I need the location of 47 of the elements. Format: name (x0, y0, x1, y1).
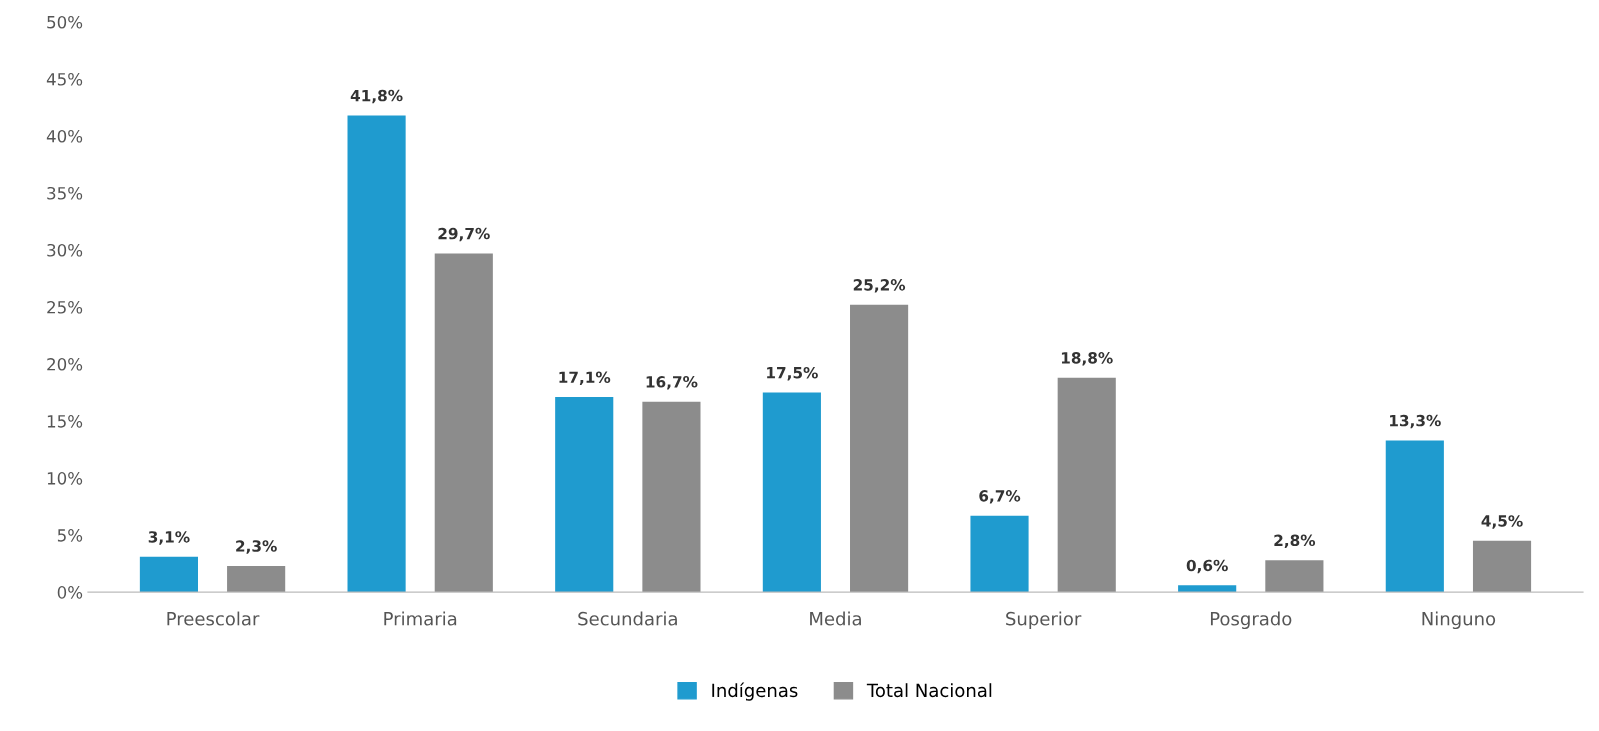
data-label: 17,5% (767, 366, 818, 381)
y-tick-label: 30% (47, 243, 83, 257)
bar (1472, 540, 1532, 593)
x-tick-label: Primaria (384, 611, 457, 626)
y-tick-label: 20% (47, 358, 83, 371)
y-tick-label: 25% (47, 300, 83, 314)
bar (642, 401, 701, 593)
bar (762, 392, 821, 593)
y-tick-label: 0% (57, 586, 83, 599)
bar (850, 304, 909, 593)
legend-label: Total Nacional (866, 683, 992, 698)
bar (347, 115, 406, 593)
bar (1057, 377, 1116, 593)
data-label: 16,7% (646, 376, 698, 390)
bar (1385, 440, 1444, 593)
data-label: 25,2% (853, 279, 906, 293)
data-label: 2,8% (1274, 534, 1316, 549)
bar (139, 556, 198, 593)
data-label: 41,8% (350, 89, 403, 104)
data-label: 4,5% (1481, 515, 1523, 529)
data-label: 0,6% (1186, 559, 1228, 574)
x-tick-label: Preescolar (167, 611, 260, 626)
bar (970, 515, 1029, 593)
bar (1265, 560, 1324, 593)
bar (227, 565, 286, 593)
data-label: 17,1% (559, 371, 611, 385)
bar (434, 253, 493, 593)
y-tick-label: 15% (47, 415, 83, 428)
x-tick-label: Media (810, 611, 861, 626)
x-tick-label: Secundaria (578, 611, 677, 626)
data-label: 29,7% (438, 227, 490, 242)
y-tick-label: 5% (57, 529, 83, 542)
legend-label: Indígenas (712, 682, 798, 701)
y-tick-label: 40% (46, 129, 83, 143)
data-label: 2,3% (236, 540, 277, 554)
bar (555, 397, 614, 593)
data-label: 18,8% (1061, 352, 1113, 366)
data-label: 3,1% (148, 531, 190, 545)
x-tick-label: Posgrado (1210, 611, 1292, 630)
y-tick-label: 35% (47, 186, 83, 200)
y-tick-label: 50% (47, 15, 83, 29)
data-label: 6,7% (979, 490, 1021, 504)
y-tick-label: 45% (46, 72, 83, 86)
y-tick-label: 10% (47, 472, 83, 485)
data-label: 13,3% (1390, 414, 1441, 429)
x-tick-label: Ninguno (1422, 611, 1496, 630)
x-tick-label: Superior (1006, 611, 1082, 630)
